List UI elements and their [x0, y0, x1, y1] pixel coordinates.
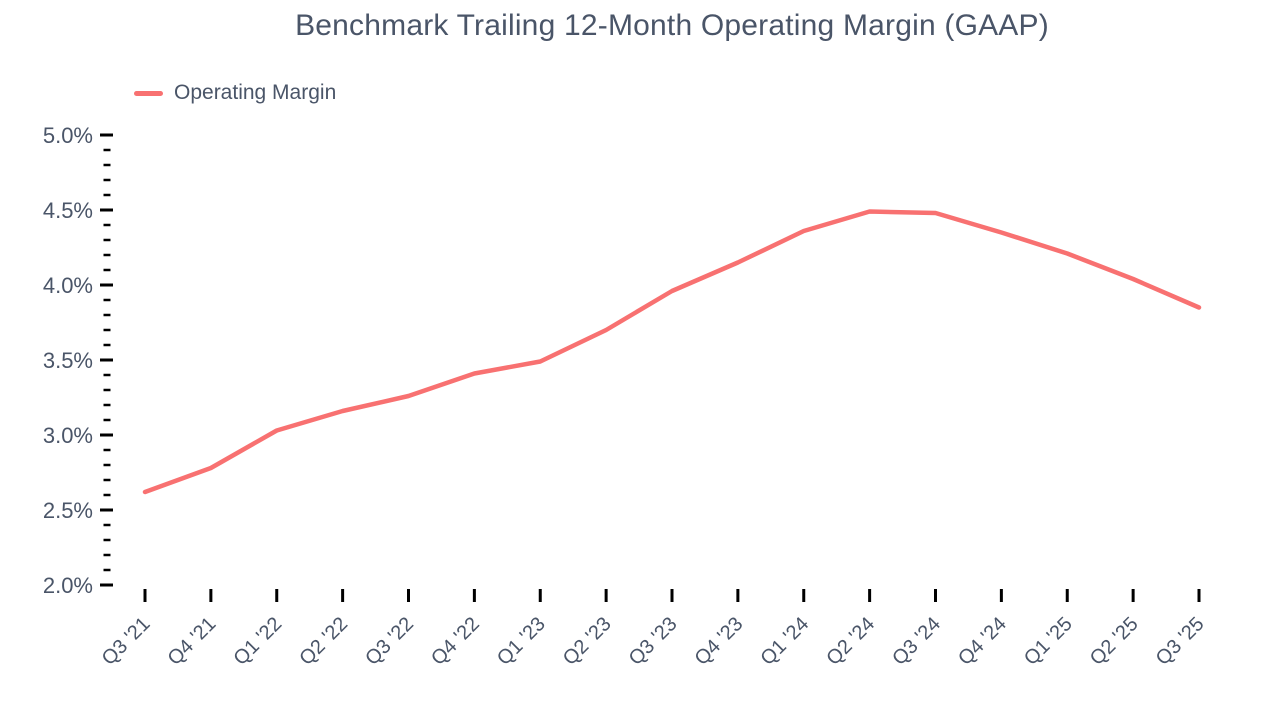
x-axis-tick-label: Q2 '25 [1086, 613, 1143, 670]
y-axis-tick-label: 2.5% [43, 498, 93, 523]
x-axis-tick-label: Q1 '25 [1020, 613, 1077, 670]
x-axis-tick-label: Q3 '25 [1152, 613, 1209, 670]
y-axis-tick-label: 4.0% [43, 273, 93, 298]
y-axis-tick-label: 4.5% [43, 198, 93, 223]
legend-line-swatch [134, 90, 163, 96]
x-axis-tick-label: Q1 '22 [229, 613, 286, 670]
x-axis-tick-label: Q3 '21 [98, 613, 155, 670]
x-axis-tick-label: Q4 '21 [164, 613, 221, 670]
x-axis-tick-label: Q1 '23 [493, 613, 550, 670]
y-axis-tick-label: 3.0% [43, 423, 93, 448]
legend-label: Operating Margin [174, 81, 337, 104]
y-axis-tick-label: 2.0% [43, 573, 93, 598]
x-axis-tick-label: Q3 '24 [888, 613, 945, 670]
x-axis-tick-label: Q4 '23 [691, 613, 748, 670]
x-axis-tick-label: Q4 '22 [427, 613, 484, 670]
x-axis-tick-label: Q4 '24 [954, 613, 1011, 670]
x-axis-tick-label: Q3 '23 [625, 613, 682, 670]
x-axis-tick-label: Q2 '22 [295, 613, 352, 670]
chart-title: Benchmark Trailing 12-Month Operating Ma… [295, 9, 1049, 42]
x-axis-tick-label: Q2 '23 [559, 613, 616, 670]
legend: Operating Margin [134, 81, 336, 105]
series-line-operating-margin [142, 209, 1202, 495]
x-axis-tick-label: Q3 '22 [361, 613, 418, 670]
x-axis-tick-label: Q1 '24 [756, 613, 813, 670]
x-axis-tick-label: Q2 '24 [822, 613, 879, 670]
y-axis-tick-label: 5.0% [43, 123, 93, 148]
y-axis-tick-label: 3.5% [43, 348, 93, 373]
